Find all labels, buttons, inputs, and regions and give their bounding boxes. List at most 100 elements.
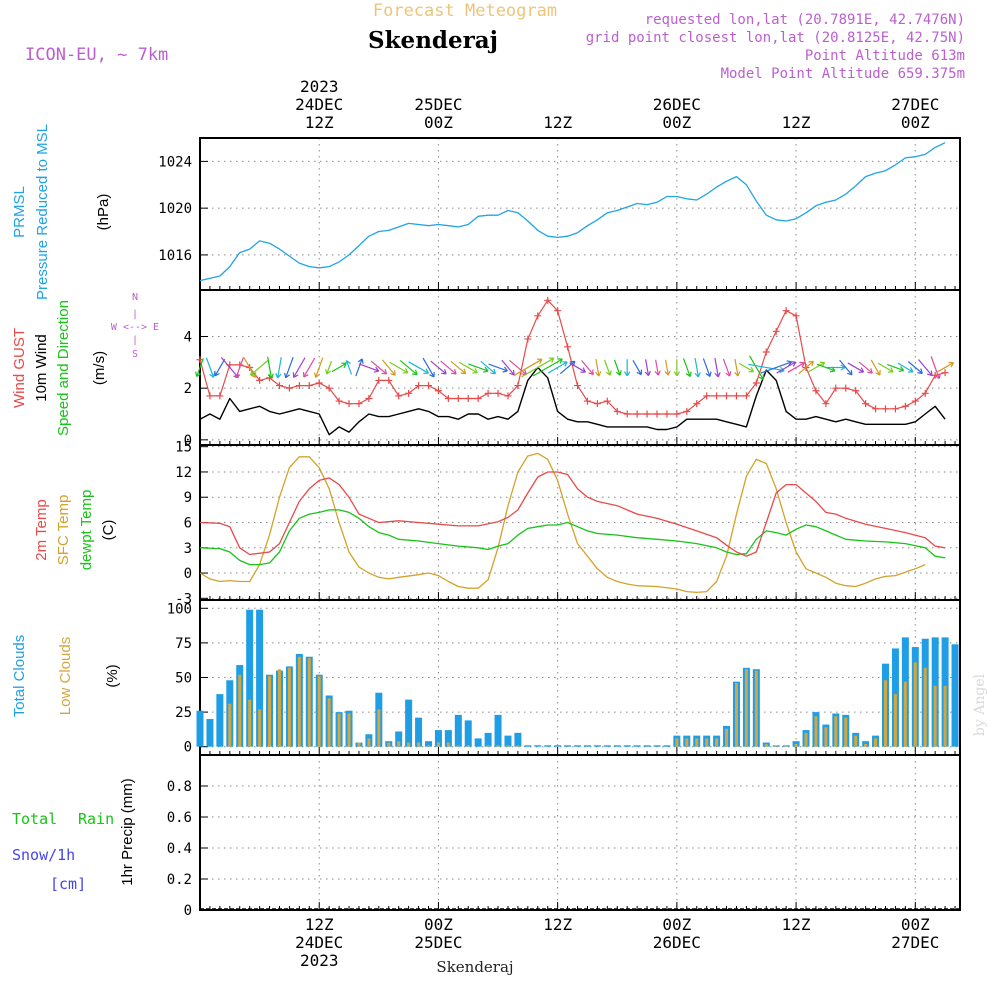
gust-marker [643,410,651,418]
total-cloud-bar [434,730,442,747]
gust-marker [464,395,472,402]
arrow-shaft [870,359,881,376]
arrow-head [907,367,914,373]
low-cloud-bar [804,732,808,747]
wind-direction-arrow [344,360,353,375]
gust-marker [812,387,820,395]
total-cloud-bar [514,732,522,747]
low-cloud-bar [506,745,510,747]
temp-unit: (C) [100,520,117,541]
compass-arrow-down: | [132,335,138,346]
arrow-shaft [655,359,659,376]
wind-direction-arrow [249,359,270,376]
low-cloud-bar [725,728,729,747]
arrow-head [429,371,435,378]
low-cloud-bar [715,738,719,747]
gust-marker [504,392,512,400]
gust-marker [881,405,889,413]
wind-gust-label: Wind GUST [11,328,28,408]
wind-direction-arrow [722,358,732,377]
total-cloud-bar [424,741,432,747]
total-cloud-bar [574,745,582,747]
arrow-head [536,358,543,365]
gust-marker [305,382,313,390]
wind-direction-arrow [654,359,661,376]
low-cloud-bar [834,716,838,747]
arrow-head [284,372,290,379]
arrow-head [714,372,721,378]
wind-direction-arrow [798,360,814,375]
low-cloud-bar [774,745,778,747]
low-cloud-bar [258,709,262,747]
arrow-shaft [399,360,418,375]
arrow-head [509,369,515,376]
arrow-shaft [930,356,940,379]
total-cloud-bar [633,745,641,747]
low-cloud-bar [446,742,450,747]
total-cloud-bar [454,714,462,747]
total-cloud-bar [405,699,413,747]
low-cloud-bar [436,742,440,747]
gust-marker [693,400,701,408]
wind-direction-arrow [399,360,418,376]
total-cloud-bar [583,745,591,747]
arrow-head [214,370,220,377]
arrow-head [858,367,865,373]
gust-marker [434,387,442,395]
arrow-shaft [250,359,270,376]
wind-direction-arrow [468,363,489,373]
arrow-shaft [243,357,256,378]
arrow-shaft [816,363,836,372]
gust-marker [862,400,870,408]
arrow-shaft [787,362,805,373]
pressure-line [199,142,946,282]
wind-ytick-label: 4 [184,330,192,346]
requested-coords: requested lon,lat (20.7891E, 42.7476N) [645,12,965,28]
dewpt-temp-line [199,509,946,566]
wind-ytick-label: 0 [184,433,192,449]
gust-marker [365,395,373,402]
total-cloud-bar [613,745,621,747]
low-cloud-bar [486,745,490,747]
temp-ytick-label: 15 [175,440,192,456]
wind-direction-arrow [480,360,497,375]
low-cloud-bar [367,738,371,747]
low-cloud-bar [238,674,242,747]
arrow-shaft [760,361,792,374]
grid-lines [200,138,960,911]
time-bottom-label: 00Z [901,915,930,934]
arrow-head [411,369,418,376]
low-cloud-bar [874,738,878,747]
total-cloud-bar [564,745,572,747]
arrow-head [867,368,873,374]
arrow-head [758,374,764,380]
arrow-shaft [734,358,739,377]
arrow-head [588,369,594,376]
total-cloud-bar [623,745,631,747]
time-top-label: 00Z [424,113,453,132]
low-cloud-bar [228,703,232,747]
wind-direction-arrow [682,358,692,377]
arrow-shaft [798,360,814,375]
arrow-shaft [936,362,954,373]
gust-marker [256,376,264,384]
arrow-head [605,370,612,376]
arrow-shaft [370,360,387,375]
wind-direction-arrow [430,360,447,375]
precip-ytick-label: 0.4 [167,841,192,857]
wind-direction-arrow [748,363,785,374]
total-cloud-bar [554,745,562,747]
wind-direction-arrow [355,358,364,377]
gust-marker [822,400,830,408]
low-cloud-bar [397,741,401,747]
gust-marker [723,392,731,400]
arrow-head [557,358,563,364]
wind-direction-arrow [532,358,563,377]
gust-marker [355,400,363,408]
wind-direction-arrow [440,360,457,375]
wind-direction-arrow [907,361,923,374]
low-cloud-bar [883,680,887,747]
wind-direction-arrow [887,363,905,373]
wind-direction-arrow [877,362,894,373]
arrow-head [373,366,380,373]
